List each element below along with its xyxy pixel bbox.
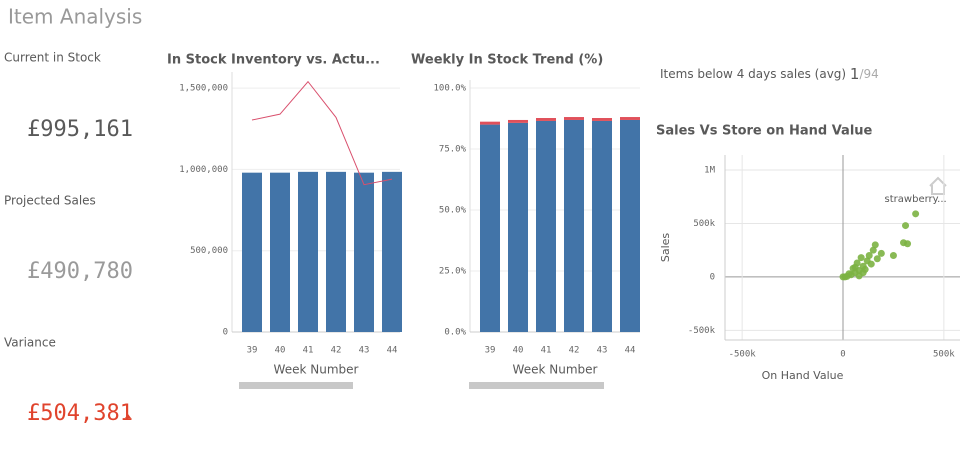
- scatter-point: [904, 240, 912, 248]
- x-axis-title: On Hand Value: [762, 369, 844, 382]
- scatter-point: [902, 222, 910, 230]
- x-tick-label: 39: [485, 346, 496, 356]
- items-below-label: Items below 4 days sales (avg): [660, 67, 850, 81]
- kpi-label: Variance: [4, 336, 56, 350]
- x-tick-label: 42: [331, 346, 342, 356]
- scatter-point: [865, 252, 873, 260]
- y-tick-label: 500k: [693, 219, 715, 229]
- kpi-value: £995,161: [27, 117, 133, 142]
- scatter-point: [869, 246, 877, 254]
- bar: [354, 172, 374, 332]
- bar: [592, 120, 612, 332]
- x-tick-label: 0: [840, 350, 845, 360]
- kpi-value: £504,381: [27, 401, 133, 426]
- y-axis-title: Sales: [659, 233, 672, 263]
- y-tick-label: 500,000: [190, 246, 228, 256]
- chart-title: Sales Vs Store on Hand Value: [656, 124, 873, 139]
- y-tick-label: 25.0%: [439, 267, 467, 277]
- bar: [270, 172, 290, 332]
- bar: [592, 118, 612, 121]
- x-tick-label: 44: [387, 346, 398, 356]
- page-title: Item Analysis: [8, 5, 142, 29]
- y-tick-label: 100.0%: [433, 84, 466, 94]
- items-below-total: /94: [859, 67, 878, 81]
- x-tick-label: 44: [625, 346, 636, 356]
- bar: [382, 171, 402, 332]
- bar: [620, 117, 640, 120]
- trend-indicator: [125, 414, 131, 418]
- kpi-label: Current in Stock: [4, 51, 101, 65]
- x-tick-label: 42: [569, 346, 580, 356]
- bar: [298, 171, 318, 332]
- scatter-point: [857, 254, 865, 262]
- bar: [620, 119, 640, 333]
- bar: [564, 117, 584, 120]
- kpi-value: £490,780: [27, 259, 133, 284]
- scrollbar[interactable]: [469, 382, 604, 389]
- x-tick-label: 41: [541, 346, 552, 356]
- items-below-count: 1: [850, 65, 860, 83]
- y-tick-label: 1,500,000: [179, 84, 228, 94]
- bar: [508, 122, 528, 332]
- scatter-point: [873, 255, 881, 263]
- bar: [480, 124, 500, 332]
- point-label: strawberry...: [885, 194, 947, 205]
- y-tick-label: 1M: [704, 165, 715, 175]
- y-tick-label: 0: [710, 272, 715, 282]
- y-tick-label: -500k: [688, 326, 716, 336]
- bar: [536, 120, 556, 332]
- scatter-point: [877, 249, 885, 257]
- scatter-point: [889, 252, 897, 260]
- items-below: Items below 4 days sales (avg) 1/94: [660, 65, 879, 83]
- x-tick-label: 40: [513, 346, 524, 356]
- x-tick-label: 40: [275, 346, 286, 356]
- x-axis-title: Week Number: [513, 363, 598, 377]
- bar: [242, 172, 262, 332]
- x-tick-label: 500k: [933, 350, 955, 360]
- y-tick-label: 1,000,000: [179, 165, 228, 175]
- bar: [326, 171, 346, 332]
- bar: [536, 118, 556, 121]
- scatter-point: [861, 265, 869, 273]
- x-tick-label: -500k: [729, 350, 757, 360]
- bar: [480, 121, 500, 125]
- y-tick-label: 75.0%: [439, 145, 467, 155]
- scrollbar[interactable]: [239, 382, 353, 389]
- scatter-point: [912, 210, 920, 218]
- chart-title: Weekly In Stock Trend (%): [411, 53, 603, 68]
- y-tick-label: 50.0%: [439, 206, 467, 216]
- x-tick-label: 43: [597, 346, 608, 356]
- x-tick-label: 41: [303, 346, 314, 356]
- x-tick-label: 39: [247, 346, 258, 356]
- y-tick-label: 0: [223, 328, 228, 338]
- x-tick-label: 43: [359, 346, 370, 356]
- scatter-point: [853, 259, 861, 267]
- bar: [508, 119, 528, 123]
- y-tick-label: 0.0%: [444, 328, 466, 338]
- scatter-point: [867, 260, 875, 268]
- x-axis-title: Week Number: [274, 363, 359, 377]
- bar: [564, 119, 584, 333]
- scatter-point: [871, 241, 879, 249]
- kpi-label: Projected Sales: [4, 194, 96, 208]
- line-series: [251, 80, 393, 186]
- chart-title: In Stock Inventory vs. Actu...: [167, 53, 380, 68]
